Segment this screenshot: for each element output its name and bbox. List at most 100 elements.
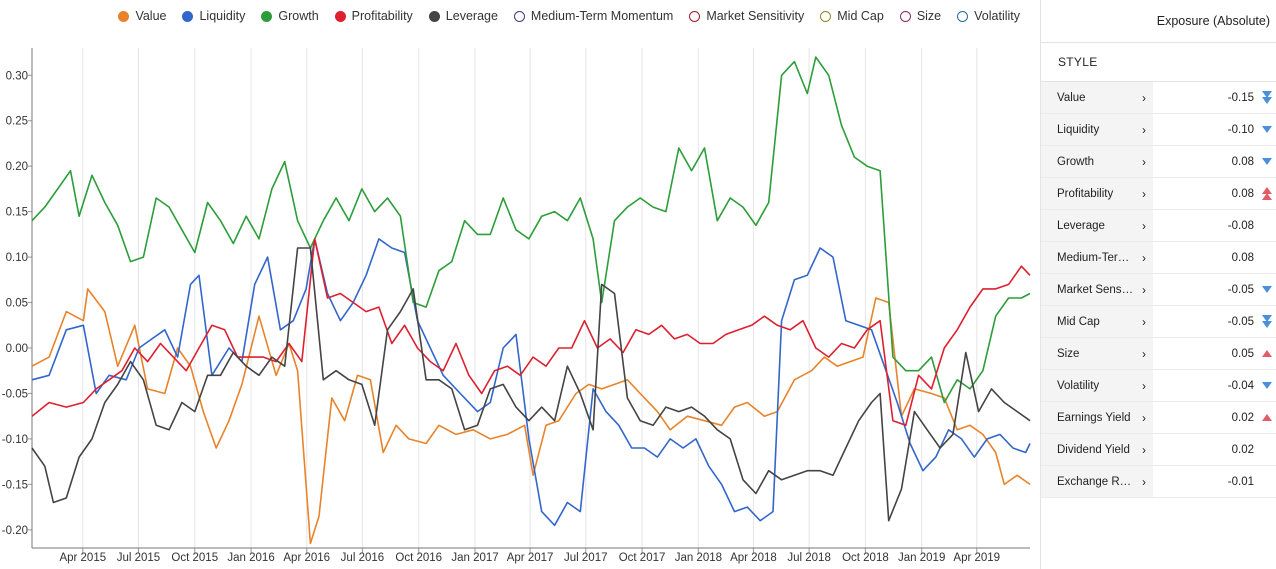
arrow-down-icon bbox=[1258, 114, 1276, 145]
factor-label: Growth bbox=[1057, 155, 1095, 168]
chevron-right-icon[interactable]: › bbox=[1142, 314, 1146, 329]
legend-label: Size bbox=[916, 9, 942, 23]
arrow-up-icon bbox=[1258, 402, 1276, 433]
legend-item-growth[interactable]: Growth bbox=[261, 9, 319, 23]
y-tick-label: 0.15 bbox=[6, 207, 28, 219]
exposure-row[interactable]: Market Sensiti… › -0.05 bbox=[1041, 274, 1276, 306]
factor-label: Mid Cap bbox=[1057, 315, 1100, 328]
exposure-row-name[interactable]: Exchange Rat… › bbox=[1041, 466, 1153, 497]
chevron-right-icon[interactable]: › bbox=[1142, 154, 1146, 169]
legend-item-profitability[interactable]: Profitability bbox=[334, 9, 413, 23]
exposure-row[interactable]: Liquidity › -0.10 bbox=[1041, 114, 1276, 146]
exposure-row[interactable]: Volatility › -0.04 bbox=[1041, 370, 1276, 402]
exposure-row[interactable]: Profitability › 0.08 bbox=[1041, 178, 1276, 210]
legend-swatch bbox=[820, 10, 832, 22]
line-chart: Apr 2015 Jul 2015 Oct 2015 Jan 2016 Apr 2016… bbox=[2, 48, 1031, 564]
x-tick-label: Jul 2015 bbox=[117, 552, 160, 564]
y-tick-label: -0.10 bbox=[2, 434, 28, 446]
series-line-growth bbox=[31, 56, 1031, 404]
factor-label: Earnings Yield bbox=[1057, 411, 1131, 424]
x-tick-label: Jul 2017 bbox=[564, 552, 607, 564]
factor-label: Size bbox=[1057, 347, 1080, 360]
chevron-right-icon[interactable]: › bbox=[1142, 474, 1146, 489]
x-tick-label: Oct 2016 bbox=[395, 552, 442, 564]
legend-item-medium-term-momentum[interactable]: Medium-Term Momentum bbox=[513, 9, 673, 23]
exposure-value: -0.08 bbox=[1227, 219, 1254, 232]
chevron-right-icon[interactable]: › bbox=[1142, 282, 1146, 297]
exposure-row-name[interactable]: Size › bbox=[1041, 338, 1153, 369]
exposure-list: Value › -0.15 Liquidity › -0.10 Growth › 0.08 Pro… bbox=[1041, 82, 1276, 498]
chart-area: Value Liquidity Growth Profitability Leverag… bbox=[2, 9, 1031, 564]
y-tick-label: -0.15 bbox=[2, 479, 28, 491]
double-arrow-down-icon bbox=[1258, 82, 1276, 113]
chevron-right-icon[interactable]: › bbox=[1142, 346, 1146, 361]
legend-swatch bbox=[182, 10, 194, 22]
exposure-row[interactable]: Mid Cap › -0.05 bbox=[1041, 306, 1276, 338]
exposure-row[interactable]: Growth › 0.08 bbox=[1041, 146, 1276, 178]
exposure-row[interactable]: Value › -0.15 bbox=[1041, 82, 1276, 114]
legend-label: Value bbox=[135, 9, 167, 23]
exposure-row-name[interactable]: Earnings Yield › bbox=[1041, 402, 1153, 433]
factor-label: Value bbox=[1057, 91, 1086, 104]
chevron-right-icon[interactable]: › bbox=[1142, 186, 1146, 201]
indicator-empty bbox=[1258, 242, 1276, 273]
series-line-value bbox=[31, 288, 1031, 545]
exposure-row[interactable]: Leverage › -0.08 bbox=[1041, 210, 1276, 242]
chevron-right-icon[interactable]: › bbox=[1142, 218, 1146, 233]
factor-label: Leverage bbox=[1057, 219, 1105, 232]
y-tick-label: 0.10 bbox=[6, 252, 28, 264]
y-tick-label: -0.20 bbox=[2, 525, 28, 537]
indicator-empty bbox=[1258, 210, 1276, 241]
exposure-row-name[interactable]: Market Sensiti… › bbox=[1041, 274, 1153, 305]
exposure-row-name[interactable]: Medium-Term… › bbox=[1041, 242, 1153, 273]
exposure-value: -0.05 bbox=[1227, 315, 1254, 328]
legend-label: Growth bbox=[278, 9, 319, 23]
double-arrow-up-icon bbox=[1258, 178, 1276, 209]
exposure-value: -0.01 bbox=[1227, 475, 1254, 488]
exposure-row[interactable]: Dividend Yield › 0.02 bbox=[1041, 434, 1276, 466]
x-tick-label: Apr 2017 bbox=[507, 552, 554, 564]
x-tick-label: Jan 2017 bbox=[451, 552, 498, 564]
legend-item-value[interactable]: Value bbox=[118, 9, 166, 23]
legend-swatch bbox=[118, 10, 130, 22]
exposure-row-name[interactable]: Leverage › bbox=[1041, 210, 1153, 241]
exposure-row-name[interactable]: Growth › bbox=[1041, 146, 1153, 177]
chevron-right-icon[interactable]: › bbox=[1142, 410, 1146, 425]
arrow-down-icon bbox=[1258, 370, 1276, 401]
chevron-right-icon[interactable]: › bbox=[1142, 250, 1146, 265]
exposure-row-name[interactable]: Volatility › bbox=[1041, 370, 1153, 401]
exposure-value: 0.08 bbox=[1231, 251, 1254, 264]
chevron-right-icon[interactable]: › bbox=[1142, 90, 1146, 105]
exposure-value: -0.15 bbox=[1227, 91, 1254, 104]
legend-swatch bbox=[261, 10, 273, 22]
chevron-right-icon[interactable]: › bbox=[1142, 378, 1146, 393]
indicator-empty bbox=[1258, 434, 1276, 465]
exposure-panel: Exposure (Absolute) STYLE Value › -0.15 Liq… bbox=[1040, 0, 1276, 569]
exposure-row-name[interactable]: Value › bbox=[1041, 82, 1153, 113]
legend-swatch bbox=[428, 10, 440, 22]
x-tick-label: Jan 2019 bbox=[898, 552, 945, 564]
exposure-row[interactable]: Medium-Term… › 0.08 bbox=[1041, 242, 1276, 274]
exposure-row-name[interactable]: Liquidity › bbox=[1041, 114, 1153, 145]
exposure-row-name[interactable]: Dividend Yield › bbox=[1041, 434, 1153, 465]
exposure-row[interactable]: Size › 0.05 bbox=[1041, 338, 1276, 370]
exposure-value: 0.08 bbox=[1231, 155, 1254, 168]
legend-item-mid-cap[interactable]: Mid Cap bbox=[820, 9, 884, 23]
exposure-row-name[interactable]: Mid Cap › bbox=[1041, 306, 1153, 337]
legend-item-leverage[interactable]: Leverage bbox=[428, 9, 498, 23]
x-tick-label: Jan 2016 bbox=[227, 552, 274, 564]
chevron-right-icon[interactable]: › bbox=[1142, 122, 1146, 137]
legend-item-volatility[interactable]: Volatility bbox=[957, 9, 1020, 23]
chevron-right-icon[interactable]: › bbox=[1142, 442, 1146, 457]
legend-label: Liquidity bbox=[199, 9, 246, 23]
indicator-empty bbox=[1258, 466, 1276, 497]
panel-section-title: STYLE bbox=[1041, 43, 1276, 82]
exposure-row-name[interactable]: Profitability › bbox=[1041, 178, 1153, 209]
x-tick-label: Oct 2018 bbox=[842, 552, 889, 564]
exposure-row[interactable]: Exchange Rat… › -0.01 bbox=[1041, 466, 1276, 498]
section-label: STYLE bbox=[1058, 55, 1098, 69]
exposure-row[interactable]: Earnings Yield › 0.02 bbox=[1041, 402, 1276, 434]
legend-item-market-sensitivity[interactable]: Market Sensitivity bbox=[689, 9, 804, 23]
legend-item-size[interactable]: Size bbox=[899, 9, 942, 23]
legend-item-liquidity[interactable]: Liquidity bbox=[182, 9, 245, 23]
